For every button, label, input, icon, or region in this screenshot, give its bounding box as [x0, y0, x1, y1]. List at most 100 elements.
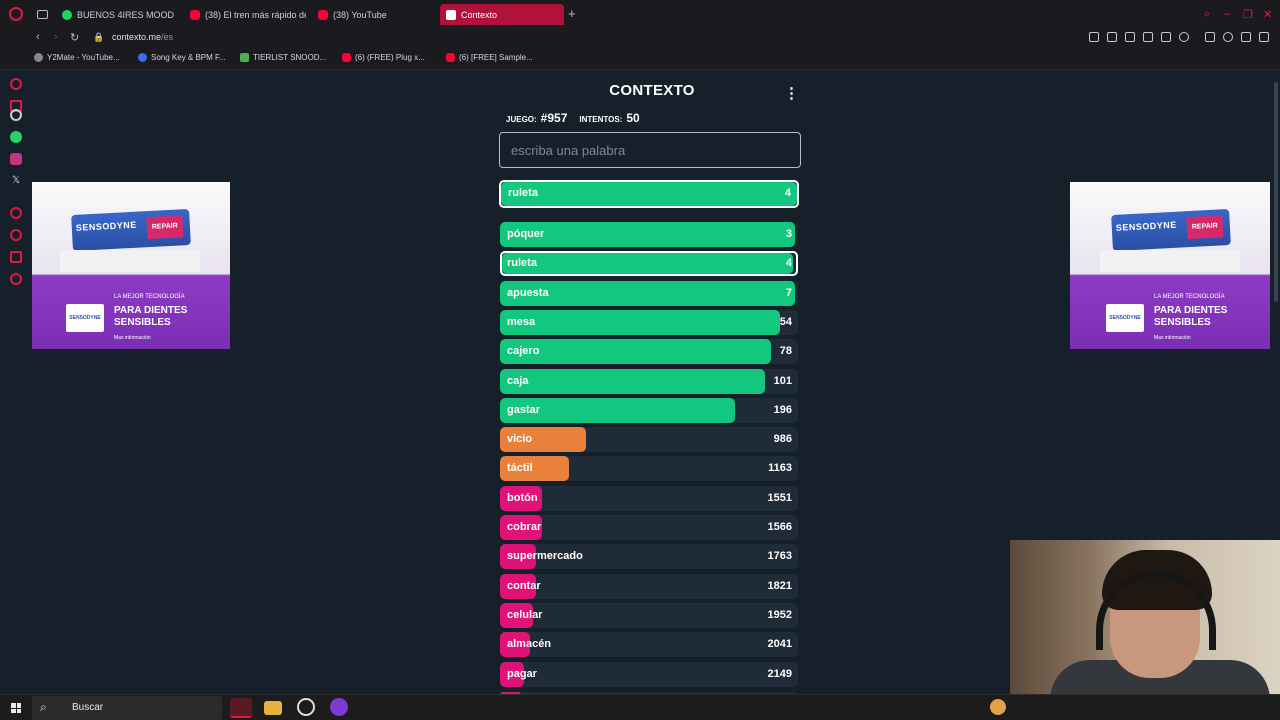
- opera-taskbar-icon[interactable]: [230, 698, 252, 718]
- minimize-icon[interactable]: –: [1224, 8, 1231, 20]
- scroll-thumb[interactable]: [1274, 82, 1278, 302]
- heart-icon[interactable]: [10, 207, 22, 219]
- pin-icon[interactable]: [1089, 32, 1099, 42]
- reload-icon[interactable]: ↻: [70, 32, 80, 44]
- tray-app-icon[interactable]: [990, 699, 1006, 715]
- history-icon[interactable]: [10, 229, 22, 241]
- obs-icon[interactable]: [297, 698, 315, 716]
- guess-word: celular: [507, 609, 543, 621]
- opera-logo-icon[interactable]: [9, 7, 23, 21]
- adblock-icon[interactable]: [1125, 32, 1135, 42]
- guess-distance: 1566: [767, 521, 792, 533]
- address-bar: ‹ › ↻ 🔒 contexto.me/es: [0, 28, 1280, 48]
- chatgpt-icon[interactable]: [10, 109, 22, 121]
- guess-word: vicio: [507, 433, 533, 445]
- guess-bar: [500, 486, 542, 511]
- maximize-icon[interactable]: ❐: [1243, 9, 1253, 21]
- menu-icon[interactable]: [1259, 32, 1269, 42]
- forward-icon[interactable]: ›: [54, 31, 58, 43]
- bookmark-plug[interactable]: (6) (FREE) Plug x...: [342, 53, 425, 62]
- guess-bar: [502, 253, 794, 274]
- ad-left[interactable]: SENSODYNE REPAIR SENSODYNE LA MEJOR TECN…: [32, 182, 230, 349]
- page-scrollbar[interactable]: [1272, 70, 1280, 694]
- settings-icon[interactable]: [10, 273, 22, 285]
- bookmark-y2mate[interactable]: Y2Mate - YouTube...: [34, 53, 120, 62]
- search-tabs-icon[interactable]: ⌕: [1204, 8, 1211, 20]
- guess-input[interactable]: [499, 132, 801, 168]
- guess-word: caja: [507, 375, 529, 387]
- whatsapp-icon[interactable]: [10, 131, 22, 143]
- guess-distance: 1821: [767, 580, 792, 592]
- guess-distance: 3: [785, 228, 792, 240]
- game-label: JUEGO:: [506, 115, 537, 124]
- guess-distance: 4: [785, 257, 792, 269]
- lock-icon: 🔒: [93, 32, 105, 42]
- ad-tagline-main: PARA DIENTES SENSIBLES: [1154, 305, 1228, 328]
- guess-bar: [500, 310, 781, 335]
- file-explorer-icon[interactable]: [264, 701, 282, 715]
- table-row: caja 101: [500, 369, 798, 394]
- tab-contexto[interactable]: Contexto: [440, 4, 564, 25]
- tab-bar: BUENOS 4IRES MOOD (38) El tren más rápid…: [0, 0, 1280, 28]
- url-host: contexto.me: [112, 32, 162, 42]
- ad-more-link[interactable]: Mas información: [1154, 335, 1191, 341]
- tab-spotify[interactable]: BUENOS 4IRES MOOD: [56, 4, 178, 25]
- bookmark-tierlist[interactable]: TIERLIST SNOOD...: [240, 53, 326, 62]
- close-icon[interactable]: ✕: [1263, 9, 1273, 21]
- tab-youtube[interactable]: (38) YouTube: [312, 4, 434, 25]
- guess-word: contar: [507, 580, 541, 592]
- extensions-icon[interactable]: [1205, 32, 1215, 42]
- songkey-icon: [138, 53, 147, 62]
- last-guess-bar: [501, 182, 797, 206]
- guess-word: almacén: [507, 638, 552, 650]
- account-icon[interactable]: [1223, 32, 1233, 42]
- guess-distance: 78: [779, 345, 792, 357]
- tab-label: (38) YouTube: [333, 9, 387, 20]
- app-icon[interactable]: [330, 698, 348, 716]
- search-icon: ⌕: [40, 700, 47, 714]
- instagram-icon[interactable]: [10, 153, 22, 165]
- aria-icon[interactable]: [10, 78, 22, 90]
- download-icon[interactable]: [1241, 32, 1251, 42]
- ad-more-link[interactable]: Mas información: [114, 335, 151, 341]
- back-icon[interactable]: ‹: [36, 31, 40, 43]
- table-row: celular 1952: [500, 603, 798, 628]
- url-field[interactable]: contexto.me/es: [112, 32, 173, 42]
- guess-bar: [500, 339, 772, 364]
- guess-bar: [500, 369, 766, 394]
- guess-distance: 54: [779, 316, 792, 328]
- guess-bar: [500, 603, 533, 628]
- guess-bar: [500, 456, 569, 481]
- windows-start-icon[interactable]: [11, 703, 21, 713]
- contexto-icon: [446, 9, 456, 20]
- x-icon[interactable]: 𝕏: [11, 175, 21, 186]
- taskbar-search-text: Buscar: [72, 702, 104, 713]
- table-row: cajero 78: [500, 339, 798, 364]
- ad-logo: SENSODYNE: [1106, 304, 1144, 332]
- guess-bar: [500, 222, 796, 247]
- guess-distance: 2149: [767, 668, 792, 680]
- heart-icon[interactable]: [1179, 32, 1189, 42]
- tab-youtube-video[interactable]: (38) El tren más rápido de: [184, 4, 306, 25]
- table-row: póquer 3: [500, 222, 798, 247]
- bookmarks-bar: Y2Mate - YouTube... Song Key & BPM F... …: [0, 48, 1280, 70]
- guess-bar: [500, 692, 521, 694]
- downloads-icon[interactable]: [10, 251, 22, 263]
- ad-brand: SENSODYNE: [1115, 219, 1178, 233]
- ad-pedestal: [60, 250, 200, 272]
- game-info: JUEGO: #957 INTENTOS: 50: [506, 111, 640, 125]
- ad-right[interactable]: SENSODYNE REPAIR SENSODYNE LA MEJOR TECN…: [1070, 182, 1270, 349]
- ad-tagline-top: LA MEJOR TECNOLOGÍA: [1154, 294, 1225, 300]
- tab-label: Contexto: [461, 9, 498, 20]
- taskbar-search[interactable]: ⌕ Buscar: [32, 696, 222, 720]
- new-tab-button[interactable]: +: [568, 6, 576, 21]
- guess-word: cajero: [507, 345, 540, 357]
- guess-distance: 101: [773, 375, 792, 387]
- player-icon[interactable]: [1161, 32, 1171, 42]
- tab-menu-icon[interactable]: [37, 9, 48, 19]
- translate-icon[interactable]: [1143, 32, 1153, 42]
- bookmark-sample[interactable]: (6) [FREE] Sample...: [446, 53, 533, 62]
- kebab-menu-icon[interactable]: ⋮: [784, 85, 799, 102]
- bookmark-songkey[interactable]: Song Key & BPM F...: [138, 53, 226, 62]
- snapshot-icon[interactable]: [1107, 32, 1117, 42]
